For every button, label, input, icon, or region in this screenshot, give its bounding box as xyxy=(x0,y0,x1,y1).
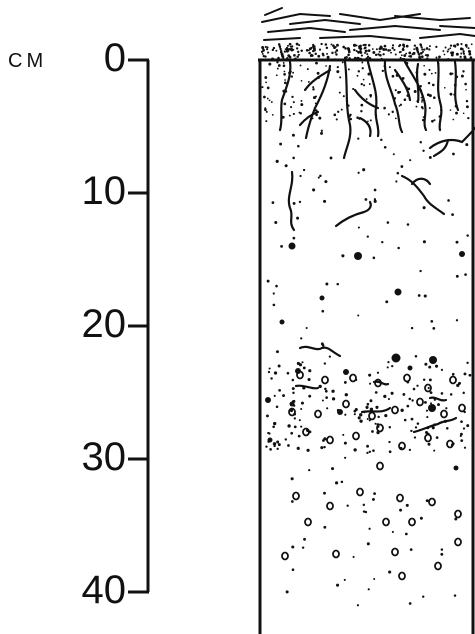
depth-tick-label: 40 xyxy=(81,568,127,612)
root-system xyxy=(278,60,475,160)
soil-fine-dots xyxy=(265,129,472,607)
litter-layer xyxy=(261,7,475,41)
depth-unit-label: CM xyxy=(8,50,48,72)
soil-concretions xyxy=(265,242,465,471)
depth-scale-ticks xyxy=(128,58,149,594)
soil-pebbles xyxy=(281,370,466,581)
profile-outline xyxy=(258,58,475,634)
depth-tick-label: 10 xyxy=(81,169,127,213)
depth-tick-label: 0 xyxy=(103,36,126,80)
depth-tick-label: 30 xyxy=(81,435,127,479)
depth-tick-label: 20 xyxy=(81,302,127,346)
root-fragments xyxy=(287,170,458,434)
